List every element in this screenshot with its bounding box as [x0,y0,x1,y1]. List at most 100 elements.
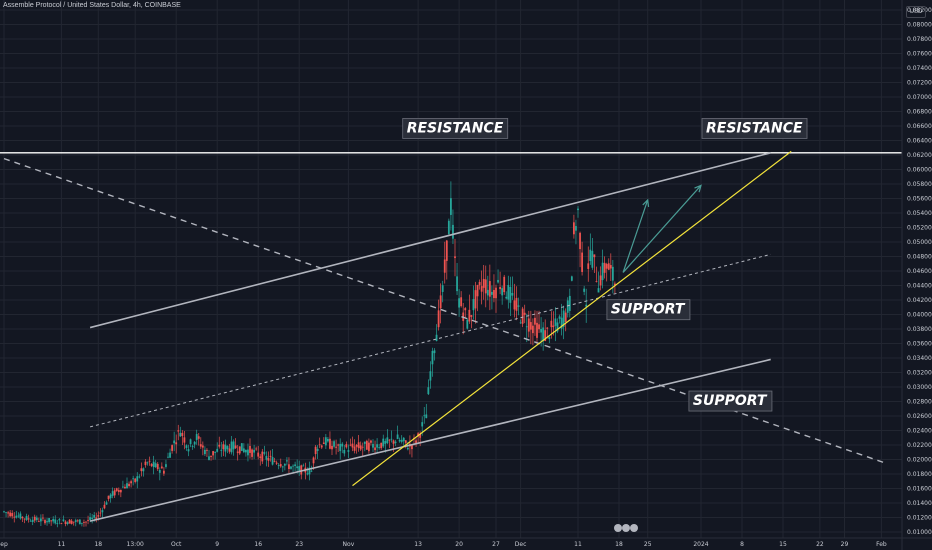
event-marker-icon[interactable] [614,524,622,532]
event-marker-icon[interactable] [630,524,638,532]
price-tick-label: 0.01600 [907,486,932,493]
candle-body [521,308,524,324]
candle-body [273,460,276,462]
candle-body [355,444,358,447]
candle-body [144,461,147,466]
candle-body [81,522,83,524]
candle-body [376,444,378,448]
candle-body [154,463,157,468]
candle-body [195,434,198,440]
candle-body [302,465,305,467]
candle-body [394,441,397,444]
annotation-labels: RESISTANCE RESISTANCE SUPPORT SUPPORT [402,118,808,412]
candle-body [46,521,48,523]
drawings [0,150,902,522]
price-tick-label: 0.05200 [907,225,932,232]
projection-arrow-2-head [694,184,702,193]
time-tick-label: 11 [58,541,66,548]
candle-body [482,278,485,288]
candle-body [253,449,255,453]
candle-body [431,350,434,365]
candle-body [247,449,249,456]
price-tick-label: 0.06400 [907,138,932,145]
candle-body [25,516,28,520]
candle-body [279,464,282,467]
channel-upper-line[interactable] [89,152,771,329]
candle-body [257,452,260,457]
price-tick-label: 0.01000 [907,529,932,536]
projection-arrow-2[interactable] [622,185,702,273]
candle-body [380,442,383,449]
candle-body [130,481,132,484]
candle-body [591,250,594,268]
candle-body [372,443,374,448]
candle-body [308,467,311,475]
candle-body [107,495,110,500]
candle-body [478,281,481,286]
time-tick-label: Nov [343,541,355,548]
candle-body [111,491,114,496]
time-tick-label: 15 [779,541,787,548]
price-tick-label: 0.06800 [907,109,932,116]
candle-body [357,442,360,449]
candle-body [368,442,370,452]
candle-body [99,512,102,514]
candle-body [21,516,24,519]
candle-body [52,518,55,522]
price-tick-label: 0.04800 [907,254,932,261]
candle-body [187,449,190,452]
candle-body [570,276,573,281]
candle-body [68,519,71,524]
candle-body [499,287,501,290]
candle-body [7,512,9,514]
price-tick-label: 0.08200 [907,7,932,14]
candle-body [3,511,5,513]
candle-body [441,285,444,292]
candle-body [497,279,499,283]
candle-body [562,310,565,327]
price-tick-label: 0.03400 [907,355,932,362]
candle-body [552,325,555,328]
candle-body [370,440,372,443]
candle-body [261,451,264,462]
candle-body [48,518,50,523]
candle-body [318,444,321,446]
yellow-trend-line[interactable] [352,150,792,487]
time-tick-label: 9 [215,541,219,548]
candle-body [609,265,612,269]
candle-body [585,304,588,307]
label-box [688,390,773,412]
candle-body [339,443,342,452]
event-markers[interactable] [614,524,638,532]
candle-body [568,295,571,311]
candle-body [171,445,173,451]
candle-body [64,521,67,525]
candle-body [165,464,167,467]
price-axis[interactable]: 0.08200 0.08000 0.07800 0.07600 0.07400 0.072… [907,7,932,536]
candle-body [267,458,270,461]
event-marker-icon[interactable] [622,524,630,532]
candle-body [404,440,407,443]
time-axis[interactable]: ep 11 18 13:00 Oct 9 16 23 Nov 13 20 27 Dec 11 18 25 202… [0,541,887,548]
candle-body [445,240,448,261]
projection-arrow-1[interactable] [622,199,649,273]
downtrend-dashed-line[interactable] [3,157,886,464]
candle-body [281,466,284,468]
candle-body [384,441,387,444]
candle-body [316,448,319,452]
candle-body [230,441,233,453]
currency-button[interactable]: USD [906,6,926,18]
candle-body [454,256,456,259]
time-tick-label: 11 [574,541,582,548]
candle-body [560,317,563,329]
candle-body [33,516,36,521]
channel-lower-line[interactable] [89,358,771,522]
candle-body [314,446,317,455]
candle-body [214,451,217,453]
candle-body [56,523,59,525]
candle-body [601,262,604,281]
candle-body [249,445,251,453]
candle-body [173,440,176,444]
